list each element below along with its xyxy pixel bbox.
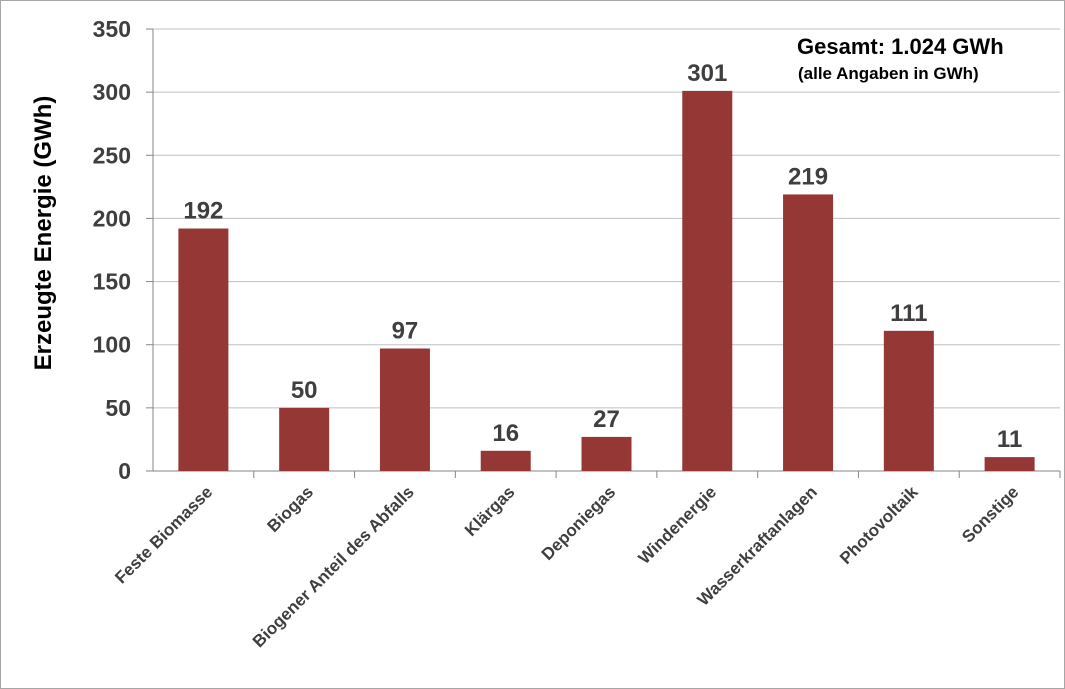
y-axis-label: Erzeugte Energie (GWh): [30, 96, 57, 371]
y-tick-label: 200: [93, 205, 131, 231]
bar-value-label: 219: [788, 163, 828, 190]
y-tick-label: 350: [93, 16, 131, 42]
bar: [581, 436, 632, 471]
bar: [682, 90, 733, 471]
units-note: (alle Angaben in GWh): [798, 64, 979, 83]
y-tick-label: 100: [93, 332, 131, 358]
x-tick-label: Sonstige: [958, 482, 1022, 546]
bar-value-label: 27: [593, 406, 620, 433]
bar-value-label: 97: [392, 318, 419, 345]
x-tick-label: Klärgas: [461, 482, 519, 540]
total-annotation: Gesamt: 1.024 GWh: [797, 34, 1004, 59]
x-tick-label: Photovoltaik: [836, 482, 922, 568]
y-tick-label: 50: [105, 395, 131, 421]
bar: [984, 457, 1035, 471]
bar-value-label: 11: [997, 426, 1022, 453]
bar-value-label: 16: [492, 420, 519, 447]
y-tick-label: 150: [93, 269, 131, 295]
y-tick-label: 0: [118, 458, 131, 484]
bar: [883, 330, 934, 471]
x-tick-label: Biogas: [263, 482, 317, 536]
x-tick-label: Feste Biomasse: [111, 482, 216, 587]
x-tick-label: Deponiegas: [538, 482, 620, 564]
bar: [783, 194, 834, 472]
y-tick-label: 300: [93, 79, 131, 105]
gridlines: [153, 28, 1060, 409]
bar: [379, 348, 430, 471]
bar-value-label: 50: [291, 377, 318, 404]
bar-value-label: 111: [890, 300, 927, 327]
y-tick-labels: 0 50 100 150 200 250 300 350: [93, 16, 131, 484]
x-tick-label: Biogener Anteil des Abfalls: [249, 482, 418, 651]
x-tick-label: Windenergie: [635, 482, 720, 567]
y-tick-label: 250: [93, 142, 131, 168]
bar-value-label: 192: [183, 198, 223, 225]
bar-value-label: 301: [687, 60, 727, 87]
bars: [178, 90, 1035, 472]
bar: [178, 228, 229, 471]
bar: [480, 450, 531, 471]
bar: [279, 407, 330, 471]
